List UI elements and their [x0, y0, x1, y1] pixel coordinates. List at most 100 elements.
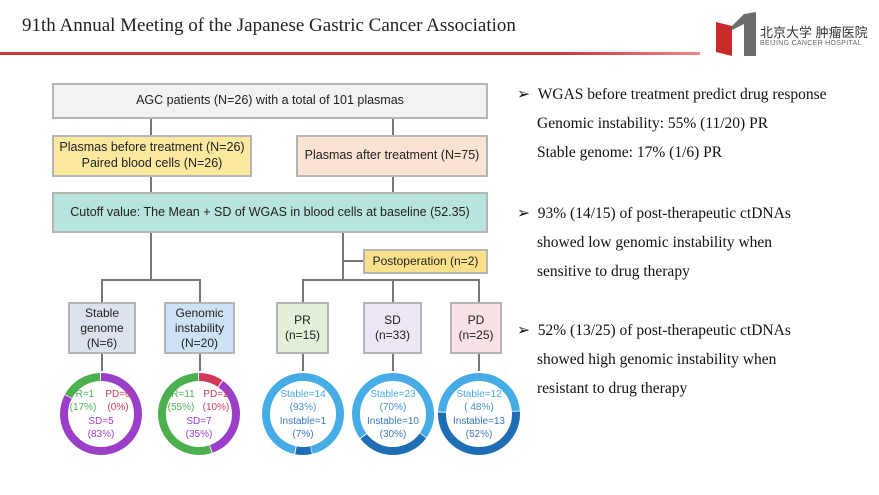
- donut-label: PD=0: [105, 389, 131, 400]
- before-line2: Paired blood cells (N=26): [81, 156, 223, 170]
- before-treatment-box: Plasmas before treatment (N=26) Paired b…: [52, 135, 252, 177]
- group-box-stable: Stable genome (N=6): [68, 302, 136, 354]
- connector: [101, 279, 200, 281]
- group-box-genomic: Genomic instability (N=20): [164, 302, 235, 354]
- donut-label: (35%): [185, 429, 213, 440]
- connector: [302, 353, 304, 371]
- connector: [392, 118, 394, 135]
- connector: [342, 232, 344, 280]
- donut-label: (93%): [289, 402, 317, 413]
- connector: [392, 353, 394, 371]
- connector: [101, 279, 103, 302]
- group-count: (n=25): [458, 328, 494, 342]
- donut-segment: [438, 373, 520, 455]
- postoperation-box: Postoperation (n=2): [363, 249, 488, 274]
- bullet-2: ➢ 93% (14/15) of post-therapeutic ctDNAs…: [517, 199, 847, 286]
- patients-box: AGC patients (N=26) with a total of 101 …: [52, 83, 488, 119]
- group-label: SD: [384, 313, 401, 327]
- donut-segment: [158, 373, 240, 455]
- connector: [478, 353, 480, 371]
- bullet-text: showed low genomic instability when: [537, 234, 773, 251]
- connector: [150, 232, 152, 280]
- bullet-1: ➢ WGAS before treatment predict drug res…: [517, 80, 847, 167]
- bullet-text: resistant to drug therapy: [537, 380, 688, 397]
- bullet-text: 52% (13/25) of post-therapeutic ctDNAs: [537, 322, 791, 339]
- donut-label: (17%): [69, 402, 97, 413]
- donut-label: (7%): [292, 429, 314, 440]
- bullet-text: 93% (14/15) of post-therapeutic ctDNAs: [537, 205, 791, 222]
- donut-chart: [158, 373, 240, 455]
- donut-chart: [60, 373, 142, 455]
- donut-label: PR=1: [68, 389, 98, 400]
- before-line1: Plasmas before treatment (N=26): [59, 140, 245, 155]
- group-label: genome: [80, 320, 124, 335]
- donut-segment: [352, 373, 434, 455]
- group-label: Stable: [84, 305, 120, 320]
- slide-title: 91th Annual Meeting of the Japanese Gast…: [22, 15, 516, 36]
- donut-label: ( 48%): [464, 402, 494, 413]
- group-box-sd: SD (n=33): [363, 302, 422, 354]
- donut-label: (52%): [465, 429, 493, 440]
- donut-label: PD=2: [203, 389, 229, 400]
- title-rule: [0, 52, 700, 55]
- group-label: PR: [294, 313, 311, 327]
- donut-label: Instable=10: [367, 416, 419, 427]
- logo-chinese: 北京大学 肿瘤医院: [760, 25, 868, 40]
- connector: [392, 176, 394, 192]
- hospital-logo-icon: [716, 12, 756, 56]
- donut-chart: [262, 373, 344, 455]
- donut-chart: [438, 373, 520, 455]
- connector: [392, 279, 394, 302]
- donut-label: (0%): [107, 402, 129, 413]
- group-box-pd: PD (n=25): [450, 302, 502, 354]
- group-count: (n=15): [284, 328, 321, 342]
- group-label: Genomic: [175, 305, 224, 320]
- donut-segment: [262, 373, 344, 455]
- connector: [302, 279, 304, 302]
- donut-segment: [262, 373, 344, 455]
- donut-label: (83%): [87, 429, 115, 440]
- bullet-3: ➢ 52% (13/25) of post-therapeutic ctDNAs…: [517, 316, 847, 403]
- donut-label: (55%): [167, 402, 195, 413]
- group-label: PD: [467, 313, 485, 327]
- donut-label: SD=5: [88, 416, 114, 427]
- connector: [199, 353, 201, 371]
- donut-label: Instable=1: [279, 416, 327, 427]
- donut-label: Stable=12: [456, 389, 502, 400]
- bullet-text: Stable genome: 17% (1/6) PR: [537, 144, 723, 161]
- donut-segment: [158, 373, 240, 455]
- group-count: (N=6): [86, 335, 118, 350]
- cutoff-box: Cutoff value: The Mean + SD of WGAS in b…: [52, 192, 488, 233]
- donut-label: (70%): [379, 402, 407, 413]
- arrow-bullet-icon: ➢: [517, 86, 530, 103]
- donut-label: Instable=13: [453, 416, 505, 427]
- group-count: (N=20): [180, 335, 218, 350]
- group-box-pr: PR (n=15): [276, 302, 329, 354]
- group-count: (n=33): [374, 328, 411, 342]
- connector: [150, 118, 152, 135]
- arrow-bullet-icon: ➢: [517, 322, 530, 339]
- bullet-text: Genomic instability: 55% (11/20) PR: [537, 115, 769, 132]
- connector: [150, 176, 152, 192]
- donut-label: PR=11: [164, 389, 198, 400]
- donut-label: (10%): [202, 402, 230, 413]
- donut-chart: [352, 373, 434, 455]
- donut-label: Stable=23: [370, 389, 416, 400]
- after-treatment-box: Plasmas after treatment (N=75): [296, 135, 488, 177]
- donut-segment: [352, 373, 434, 455]
- connector: [342, 260, 363, 262]
- donut-label: Stable=14: [280, 389, 326, 400]
- bullet-text: sensitive to drug therapy: [537, 263, 690, 280]
- donut-segment: [60, 373, 142, 455]
- bullet-text: showed high genomic instability when: [537, 351, 777, 368]
- connector: [302, 279, 480, 281]
- bullet-text: WGAS before treatment predict drug respo…: [537, 86, 827, 103]
- donut-label: SD=7: [186, 416, 212, 427]
- connector: [478, 279, 480, 302]
- donut-segment: [60, 373, 142, 455]
- connector: [101, 353, 103, 371]
- donut-segment: [158, 373, 240, 455]
- donut-label: (30%): [379, 429, 407, 440]
- logo-english: BEIJING CANCER HOSPITAL: [760, 40, 862, 47]
- group-label: instability: [174, 320, 225, 335]
